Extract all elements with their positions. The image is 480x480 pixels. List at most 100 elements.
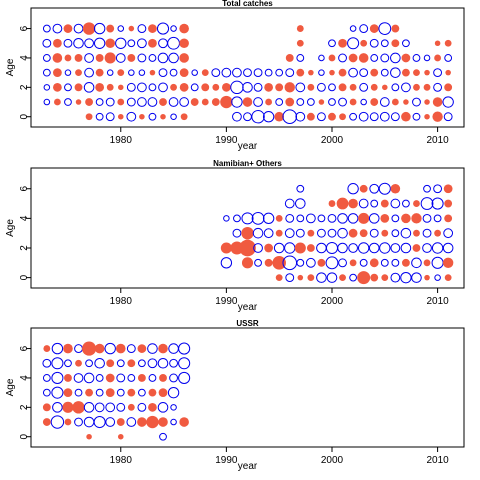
bubble-negative <box>95 98 104 106</box>
bubble-positive <box>274 111 284 122</box>
bubble-negative <box>148 83 157 92</box>
bubble-positive <box>148 38 157 48</box>
bubble-negative <box>263 228 274 239</box>
bubble-negative <box>317 214 326 223</box>
bubble-negative <box>431 242 444 254</box>
y-tick-label: 6 <box>19 25 30 31</box>
bubble-negative <box>178 342 191 355</box>
bubble-negative <box>349 25 357 32</box>
bubble-positive <box>349 83 357 91</box>
bubble-negative <box>358 198 369 209</box>
bubble-negative <box>337 213 348 224</box>
bubble-negative <box>305 213 316 224</box>
bubble-negative <box>128 69 135 76</box>
bubble-positive <box>265 98 273 106</box>
bubble-positive <box>158 417 168 427</box>
bubble-negative <box>170 113 177 120</box>
bubble-negative <box>170 404 177 411</box>
bubble-positive <box>52 53 63 63</box>
y-tick-label: 2 <box>19 84 30 90</box>
bubble-negative <box>93 37 106 49</box>
bubble-positive <box>127 388 136 397</box>
bubble-positive <box>272 256 286 270</box>
bubble-negative <box>73 23 84 34</box>
bubble-positive <box>211 98 220 106</box>
bubble-negative <box>148 112 157 121</box>
bubble-positive <box>64 54 72 62</box>
x-tick-label: 1990 <box>215 135 238 146</box>
y-tick-label: 4 <box>19 215 30 221</box>
bubble-positive <box>382 84 388 91</box>
bubble-positive <box>434 54 441 62</box>
bubble-positive <box>434 229 441 237</box>
bubble-negative <box>105 97 115 107</box>
bubble-negative <box>316 242 327 254</box>
bubble-positive <box>349 98 357 106</box>
bubble-negative <box>83 402 95 413</box>
bubble-positive <box>75 99 82 105</box>
bubble-negative <box>74 344 83 353</box>
bubble-negative <box>412 112 421 121</box>
bubble-negative <box>42 358 52 368</box>
bubble-negative <box>42 374 51 382</box>
bubble-negative <box>115 53 126 63</box>
bubble-positive <box>105 373 115 383</box>
bubble-positive <box>391 39 400 48</box>
x-tick-label: 1980 <box>110 296 133 307</box>
bubble-positive <box>94 343 105 354</box>
bubble-negative <box>402 39 410 48</box>
bubble-positive <box>42 418 51 426</box>
bubble-negative <box>178 357 191 370</box>
bubble-negative <box>285 68 295 78</box>
x-axis-label: year <box>238 461 258 472</box>
bubble-negative <box>370 199 379 208</box>
bubble-positive <box>179 68 189 78</box>
bubble-negative <box>137 359 146 368</box>
bubble-negative <box>433 184 443 194</box>
bubble-negative <box>295 198 306 209</box>
bubble-negative <box>253 82 263 92</box>
bubble-positive <box>221 82 231 92</box>
bubble-positive <box>117 84 124 91</box>
bubble-negative <box>253 68 263 78</box>
bubble-negative <box>253 243 263 253</box>
bubble-negative <box>349 112 358 121</box>
bubble-positive <box>75 69 82 77</box>
bubble-positive <box>401 213 411 224</box>
bubble-negative <box>168 52 179 64</box>
bubble-negative <box>168 97 179 107</box>
bubble-negative <box>74 388 83 397</box>
bubble-negative <box>73 373 84 383</box>
bubble-positive <box>74 83 83 92</box>
y-tick-label: 4 <box>19 55 30 61</box>
bubble-positive <box>239 239 256 257</box>
bubble-positive <box>391 98 399 106</box>
bubble-negative <box>325 241 339 255</box>
bubble-negative <box>42 388 51 397</box>
bubble-positive <box>95 68 104 77</box>
bubble-negative <box>317 82 326 92</box>
bubble-negative <box>379 111 390 122</box>
panel-title: Total catches <box>222 0 273 8</box>
chart-panel-2: Namibian+ Others 1980 1990 2000 2010 0 2 4 6 year… <box>5 159 465 313</box>
bubble-positive <box>128 25 135 32</box>
bubble-negative <box>401 82 411 93</box>
bubble-negative <box>127 374 136 382</box>
bubble-positive <box>85 388 94 397</box>
bubble-positive <box>369 258 379 268</box>
bubble-positive <box>424 274 430 281</box>
bubble-negative <box>391 229 400 238</box>
bubble-negative <box>431 197 444 210</box>
bubble-negative <box>431 256 444 269</box>
bubble-negative <box>169 373 178 383</box>
y-tick-label: 0 <box>19 113 30 119</box>
bubble-negative <box>117 25 125 32</box>
bubble-positive <box>403 99 409 105</box>
bubble-negative <box>93 415 106 429</box>
bubble-negative <box>347 183 359 195</box>
bubble-negative <box>42 24 51 33</box>
bubble-positive <box>328 200 336 207</box>
bubble-negative <box>391 258 400 267</box>
bubble-negative <box>51 371 64 385</box>
